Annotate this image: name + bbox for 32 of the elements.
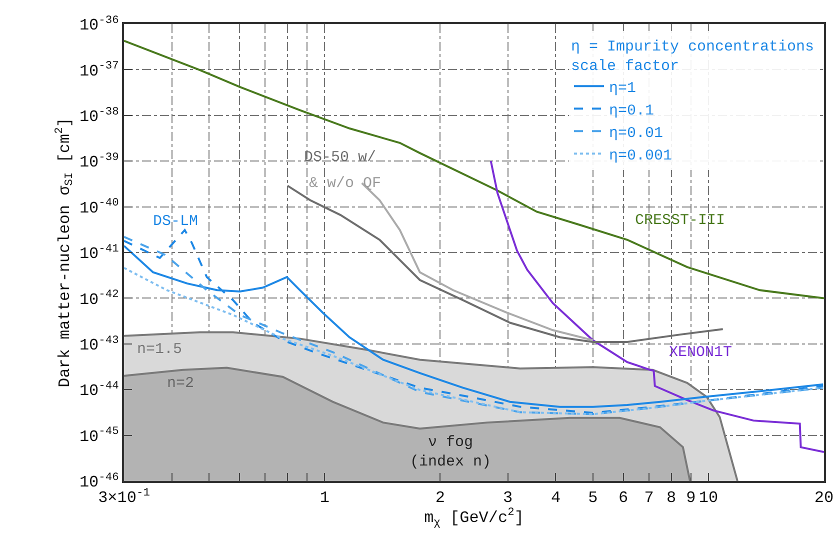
x-tick-label: 2 bbox=[435, 489, 446, 508]
x-tick-label: 8 bbox=[666, 489, 676, 508]
annotation: n=2 bbox=[167, 375, 194, 392]
annotation: CRESST-III bbox=[635, 212, 726, 229]
x-tick-label: 20 bbox=[814, 489, 834, 508]
annotation: n=1.5 bbox=[137, 341, 182, 358]
y-tick-label: 10$^{-38}$ bbox=[79, 106, 119, 126]
y-tick-label: 10$^{-44}$ bbox=[79, 380, 120, 400]
y-tick-label: 10$^{-39}$ bbox=[79, 152, 119, 172]
annotation: ν fog (index n) bbox=[410, 434, 492, 470]
legend-label: η=0.01 bbox=[609, 124, 664, 142]
y-tick-label: 10$^{-42}$ bbox=[79, 289, 119, 309]
y-tick-label: 10$^{-45}$ bbox=[79, 426, 119, 446]
y-tick-label: 10$^{-41}$ bbox=[79, 243, 120, 264]
y-tick-label: 10$^{-37}$ bbox=[79, 60, 119, 80]
x-tick-label: 7 bbox=[644, 489, 654, 508]
x-tick-label: 10 bbox=[698, 489, 718, 508]
x-tick-label: 1 bbox=[320, 489, 330, 508]
annotation: DS-LM bbox=[153, 213, 198, 230]
y-tick-label: 10$^{-40}$ bbox=[79, 198, 120, 218]
x-tick-label: 6 bbox=[618, 489, 628, 508]
y-tick-label: 10$^{-43}$ bbox=[79, 334, 119, 354]
x-tick-label: 3 bbox=[502, 489, 513, 508]
x-tick-label: 4 bbox=[550, 489, 561, 508]
x-tick-label: 9 bbox=[686, 489, 696, 508]
legend-label: η=0.001 bbox=[609, 147, 672, 164]
legend-label: η=1 bbox=[609, 80, 636, 97]
legend-label: η=0.1 bbox=[609, 102, 654, 120]
annotation: & w/o QF bbox=[309, 175, 382, 192]
x-axis-title: m$_{χ}$ [GeV/c$^{2}$] bbox=[424, 507, 524, 530]
y-tick-label: 10$^{-36}$ bbox=[79, 14, 119, 35]
x-tick-label: 5 bbox=[588, 489, 598, 508]
